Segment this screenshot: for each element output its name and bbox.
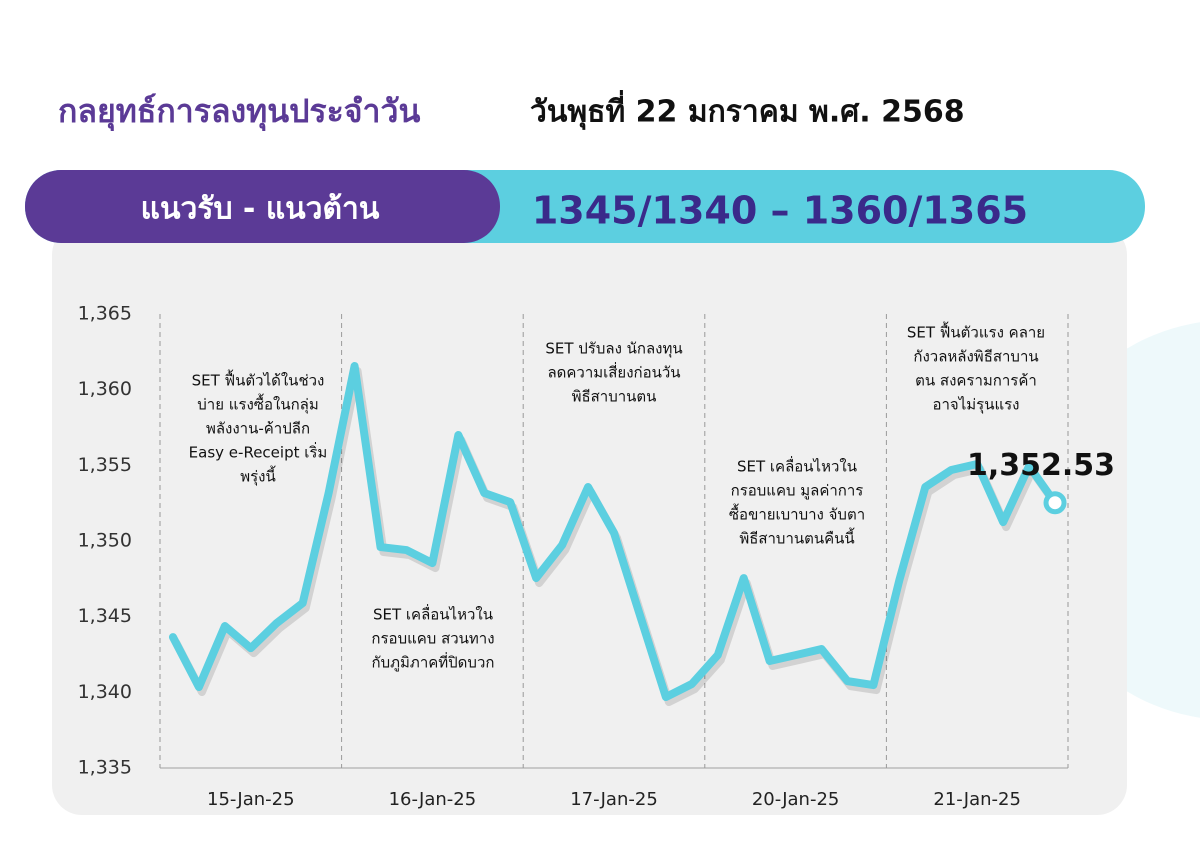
page-title: กลยุทธ์การลงทุนประจำวัน (58, 92, 420, 132)
value-label: 1,352.53 (967, 448, 1115, 483)
y-tick-label: 1,335 (78, 757, 132, 779)
annotation: ซื้อขายเบาบาง จับตา (729, 504, 865, 524)
annotation: SET เคลื่อนไหวใน (737, 456, 857, 476)
y-tick-label: 1,355 (78, 454, 132, 476)
x-tick-label: 15-Jan-25 (207, 789, 295, 810)
x-tick-label: 21-Jan-25 (933, 789, 1021, 810)
banner-label-bg (25, 170, 500, 243)
annotation: SET ปรับลง นักลงทุน (545, 340, 682, 359)
chart-panel (52, 225, 1127, 815)
annotation: บ่าย แรงซื้อในกลุ่ม (197, 394, 318, 415)
banner-label: แนวรับ - แนวต้าน (141, 192, 380, 227)
annotation: กังวลหลังพิธีสาบาน (913, 348, 1038, 366)
x-tick-label: 16-Jan-25 (389, 789, 477, 810)
annotation: กรอบแคบ มูลค่าการ (731, 482, 864, 500)
end-marker (1043, 491, 1067, 515)
y-tick-label: 1,340 (78, 681, 132, 703)
annotation: พิธีสาบานตน (572, 388, 657, 406)
annotation: กับภูมิภาคที่ปิดบวก (372, 652, 495, 672)
y-tick-label: 1,365 (78, 303, 132, 325)
annotation: กรอบแคบ สวนทาง (371, 630, 494, 648)
annotation: ลดความเสี่ยงก่อนวัน (547, 362, 680, 382)
annotation: SET ฟื้นตัวได้ในช่วง (192, 370, 325, 390)
y-tick-label: 1,350 (78, 530, 132, 552)
annotation: ตน สงครามการค้า (915, 372, 1037, 390)
page-date: วันพุธที่ 22 มกราคม พ.ศ. 2568 (530, 90, 965, 131)
x-tick-label: 17-Jan-25 (570, 789, 658, 810)
annotation: Easy e-Receipt เริ่ม (189, 442, 328, 462)
plot: 1,335 1,340 1,345 1,350 1,355 1,360 1,365 15-Ja… (78, 303, 1115, 811)
annotation: พิธีสาบานตนคืนนี้ (739, 528, 855, 548)
series-line (168, 362, 1060, 702)
annotation: พรุ่งนี้ (240, 466, 276, 487)
y-tick-label: 1,360 (78, 378, 132, 400)
y-tick-label: 1,345 (78, 605, 132, 627)
annotation: SET ฟื้นตัวแรง คลาย (907, 322, 1045, 342)
x-tick-label: 20-Jan-25 (752, 789, 840, 810)
annotation: พลังงาน-ค้าปลีก (206, 420, 310, 438)
annotation: SET เคลื่อนไหวใน (373, 604, 493, 624)
banner-value: 1345/1340 – 1360/1365 (532, 189, 1028, 233)
annotation: อาจไม่รุนแรง (932, 396, 1019, 415)
